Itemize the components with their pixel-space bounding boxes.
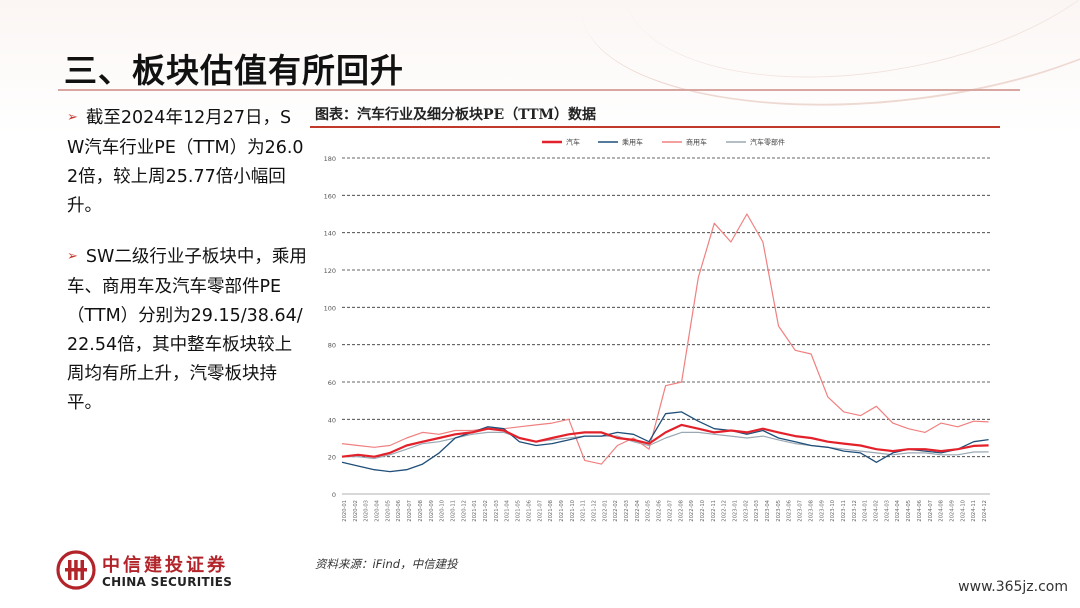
- title-divider: [58, 89, 1020, 91]
- x-tick-label: 2023-01: [733, 500, 739, 522]
- x-tick-label: 2021-06: [526, 500, 532, 522]
- x-tick-label: 2021-10: [570, 500, 576, 522]
- x-tick-label: 2024-10: [960, 500, 966, 522]
- x-tick-label: 2020-01: [342, 500, 348, 522]
- x-tick-label: 2022-10: [700, 500, 706, 522]
- x-tick-label: 2023-10: [830, 500, 836, 522]
- y-tick-label: 0: [332, 491, 336, 499]
- x-tick-label: 2023-07: [798, 500, 804, 522]
- x-tick-label: 2021-07: [537, 500, 543, 522]
- series-line-1: [341, 423, 989, 458]
- bullet-marker-icon: ➢: [67, 110, 78, 125]
- x-tick-label: 2024-11: [971, 500, 977, 522]
- x-tick-label: 2020-11: [450, 500, 456, 522]
- x-tick-label: 2023-09: [819, 500, 825, 522]
- x-tick-label: 2024-07: [928, 500, 934, 522]
- x-tick-label: 2020-03: [364, 500, 370, 522]
- x-tick-label: 2020-05: [385, 500, 391, 522]
- bullet-item: ➢ 截至2024年12月27日，SW汽车行业PE（TTM）为26.02倍，较上周2…: [62, 104, 308, 221]
- x-tick-label: 2020-10: [440, 500, 446, 522]
- x-tick-label: 2022-02: [613, 500, 619, 522]
- x-tick-label: 2020-12: [461, 500, 467, 522]
- bullet-text: 截至2024年12月27日，SW汽车行业PE（TTM）为26.02倍，较上周25…: [67, 108, 304, 216]
- x-tick-label: 2024-05: [906, 500, 912, 522]
- chart-title-divider: [310, 126, 1000, 128]
- y-tick-label: 60: [328, 379, 336, 387]
- x-tick-label: 2020-06: [396, 500, 402, 522]
- series-line-4: [342, 431, 989, 460]
- y-tick-label: 40: [328, 416, 336, 424]
- y-tick-label: 20: [328, 454, 336, 462]
- x-tick-label: 2024-12: [982, 500, 988, 522]
- x-tick-label: 2022-06: [657, 500, 663, 522]
- y-tick-label: 120: [324, 267, 336, 275]
- x-tick-label: 2024-06: [917, 500, 923, 522]
- x-tick-label: 2022-11: [711, 500, 717, 522]
- x-tick-label: 2020-07: [407, 500, 413, 522]
- series-line-2: [341, 411, 989, 473]
- slide-title: 三、板块估值有所回升: [64, 51, 404, 90]
- x-tick-label: 2021-11: [581, 500, 587, 522]
- x-tick-label: 2023-02: [743, 500, 749, 522]
- x-tick-label: 2022-07: [667, 500, 673, 522]
- legend-label: 乘用车: [622, 138, 643, 147]
- x-tick-label: 2023-06: [787, 500, 793, 522]
- series-line-3: [341, 213, 989, 465]
- x-tick-label: 2022-12: [722, 500, 728, 522]
- y-tick-label: 140: [324, 230, 336, 238]
- y-tick-label: 160: [324, 192, 336, 200]
- x-tick-label: 2023-03: [754, 500, 760, 522]
- x-tick-label: 2020-08: [418, 500, 424, 522]
- logo-name-en: CHINA SECURITIES: [102, 575, 233, 589]
- bullet-list: ➢ 截至2024年12月27日，SW汽车行业PE（TTM）为26.02倍，较上周2…: [62, 104, 308, 418]
- legend-label: 汽车: [566, 138, 580, 147]
- legend-label: 汽车零部件: [750, 138, 785, 147]
- x-tick-label: 2024-08: [939, 500, 945, 522]
- x-tick-label: 2021-04: [505, 499, 511, 521]
- bullet-item: ➢ SW二级行业子板块中，乘用车、商用车及汽车零部件PE（TTM）分别为29.15…: [62, 243, 308, 418]
- x-tick-label: 2021-01: [472, 500, 478, 522]
- x-tick-label: 2024-04: [895, 499, 901, 521]
- x-tick-label: 2023-08: [808, 500, 814, 522]
- x-tick-label: 2021-08: [548, 500, 554, 522]
- x-tick-label: 2023-12: [852, 500, 858, 522]
- x-tick-label: 2022-09: [689, 500, 695, 522]
- y-tick-label: 80: [328, 342, 336, 350]
- x-tick-label: 2021-02: [483, 500, 489, 522]
- x-tick-label: 2024-09: [949, 500, 955, 522]
- x-tick-label: 2020-02: [353, 500, 359, 522]
- x-tick-label: 2021-09: [559, 500, 565, 522]
- x-tick-label: 2021-12: [591, 500, 597, 522]
- bullet-marker-icon: ➢: [67, 249, 78, 264]
- x-tick-label: 2023-04: [765, 499, 771, 521]
- source-note: 资料来源：iFind，中信建投: [315, 557, 458, 571]
- bullet-text: SW二级行业子板块中，乘用车、商用车及汽车零部件PE（TTM）分别为29.15/…: [67, 247, 307, 413]
- logo-name-cn: 中信建投证券: [102, 555, 228, 576]
- chart-panel: 图表：汽车行业及细分板块PE（TTM）数据 0 20 40 60 80 100 120 140…: [310, 104, 1002, 546]
- y-tick-label: 180: [324, 155, 336, 163]
- pe-line-chart: 0 20 40 60 80 100 120 140 160 180 2020-01 2020-02 20…: [324, 138, 990, 522]
- x-tick-label: 2022-08: [678, 500, 684, 522]
- x-tick-label: 2021-05: [516, 500, 522, 522]
- x-tick-label: 2024-01: [863, 500, 869, 522]
- x-tick-label: 2022-05: [646, 500, 652, 522]
- x-tick-label: 2024-02: [874, 500, 880, 522]
- watermark: www.365jz.com: [952, 578, 1074, 596]
- x-tick-label: 2020-04: [375, 499, 381, 521]
- x-tick-label: 2023-05: [776, 500, 782, 522]
- citic-logo-icon: [56, 550, 96, 590]
- company-logo: 中信建投证券 CHINA SECURITIES: [56, 548, 256, 594]
- x-tick-label: 2021-03: [494, 500, 500, 522]
- x-tick-label: 2023-11: [841, 500, 847, 522]
- legend-label: 商用车: [686, 138, 707, 147]
- x-tick-label: 2022-04: [635, 499, 641, 521]
- x-tick-label: 2020-09: [429, 500, 435, 522]
- chart-title: 图表：汽车行业及细分板块PE（TTM）数据: [315, 107, 597, 123]
- x-tick-label: 2022-01: [602, 500, 608, 522]
- x-tick-label: 2024-03: [884, 500, 890, 522]
- y-tick-label: 100: [324, 304, 336, 312]
- x-tick-label: 2022-03: [624, 500, 630, 522]
